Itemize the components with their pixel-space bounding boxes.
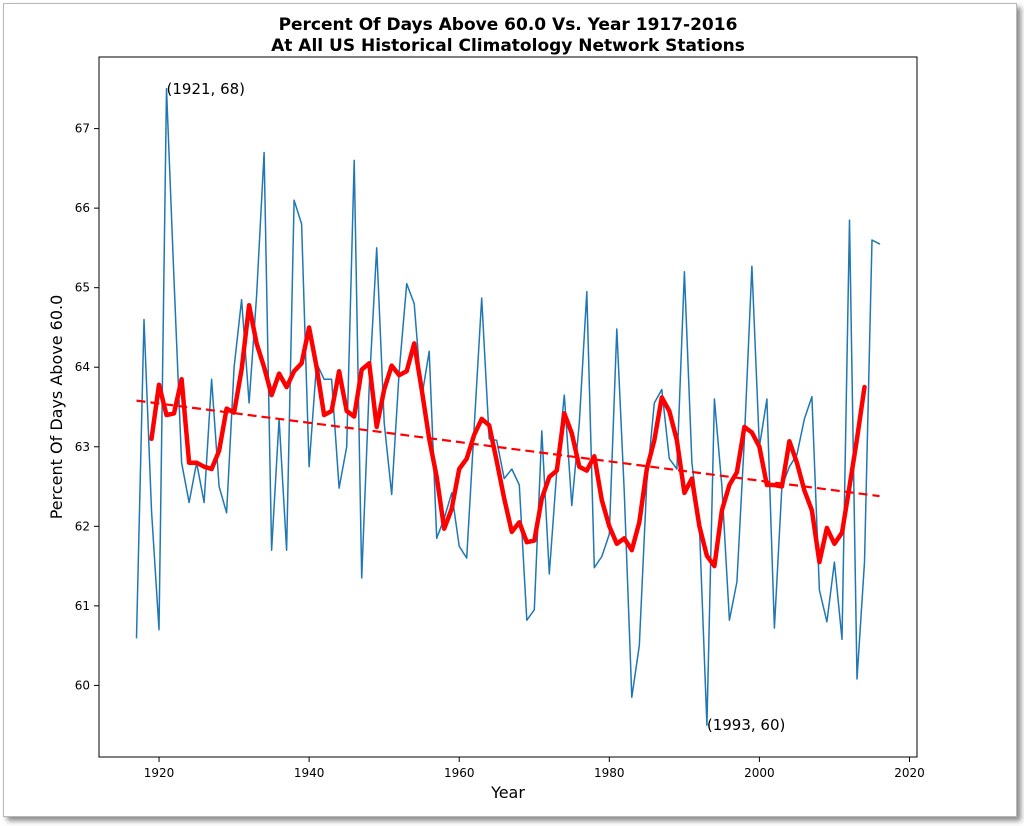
y-tick-label: 62	[75, 519, 90, 533]
plot-area: (1921, 68) (1993, 60)	[135, 80, 881, 734]
x-tick-label: 1920	[144, 766, 175, 780]
data-annotation: (1921, 68)	[167, 80, 246, 98]
y-tick-label: 65	[75, 281, 90, 295]
smoothed-series-line	[149, 302, 867, 569]
y-tick-label: 64	[75, 360, 90, 374]
x-tick-label: 1940	[294, 766, 325, 780]
x-tick-label: 2000	[744, 766, 775, 780]
chart-title: Percent Of Days Above 60.0 Vs. Year 1917…	[279, 15, 738, 35]
y-tick-label: 60	[75, 678, 90, 692]
axis-ticks: 1920 1940 1960 1980 2000 2020 60 61 62 63 64 65 66 67	[75, 122, 925, 780]
trend-line	[136, 399, 880, 498]
axes-box	[98, 56, 918, 758]
x-tick-label: 2020	[894, 766, 925, 780]
y-axis-label: Percent Of Days Above 60.0	[47, 295, 66, 520]
y-tick-label: 63	[75, 440, 90, 454]
chart-frame	[3, 3, 1017, 817]
x-axis-label: Year	[490, 783, 525, 802]
y-tick-label: 67	[75, 122, 90, 136]
annual-series-line	[135, 88, 881, 726]
y-tick-label: 66	[75, 201, 90, 215]
data-annotation: (1993, 60)	[707, 716, 786, 734]
chart-subtitle: At All US Historical Climatology Network…	[271, 36, 745, 56]
y-tick-label: 61	[75, 599, 90, 613]
x-tick-label: 1960	[444, 766, 475, 780]
x-tick-label: 1980	[594, 766, 625, 780]
